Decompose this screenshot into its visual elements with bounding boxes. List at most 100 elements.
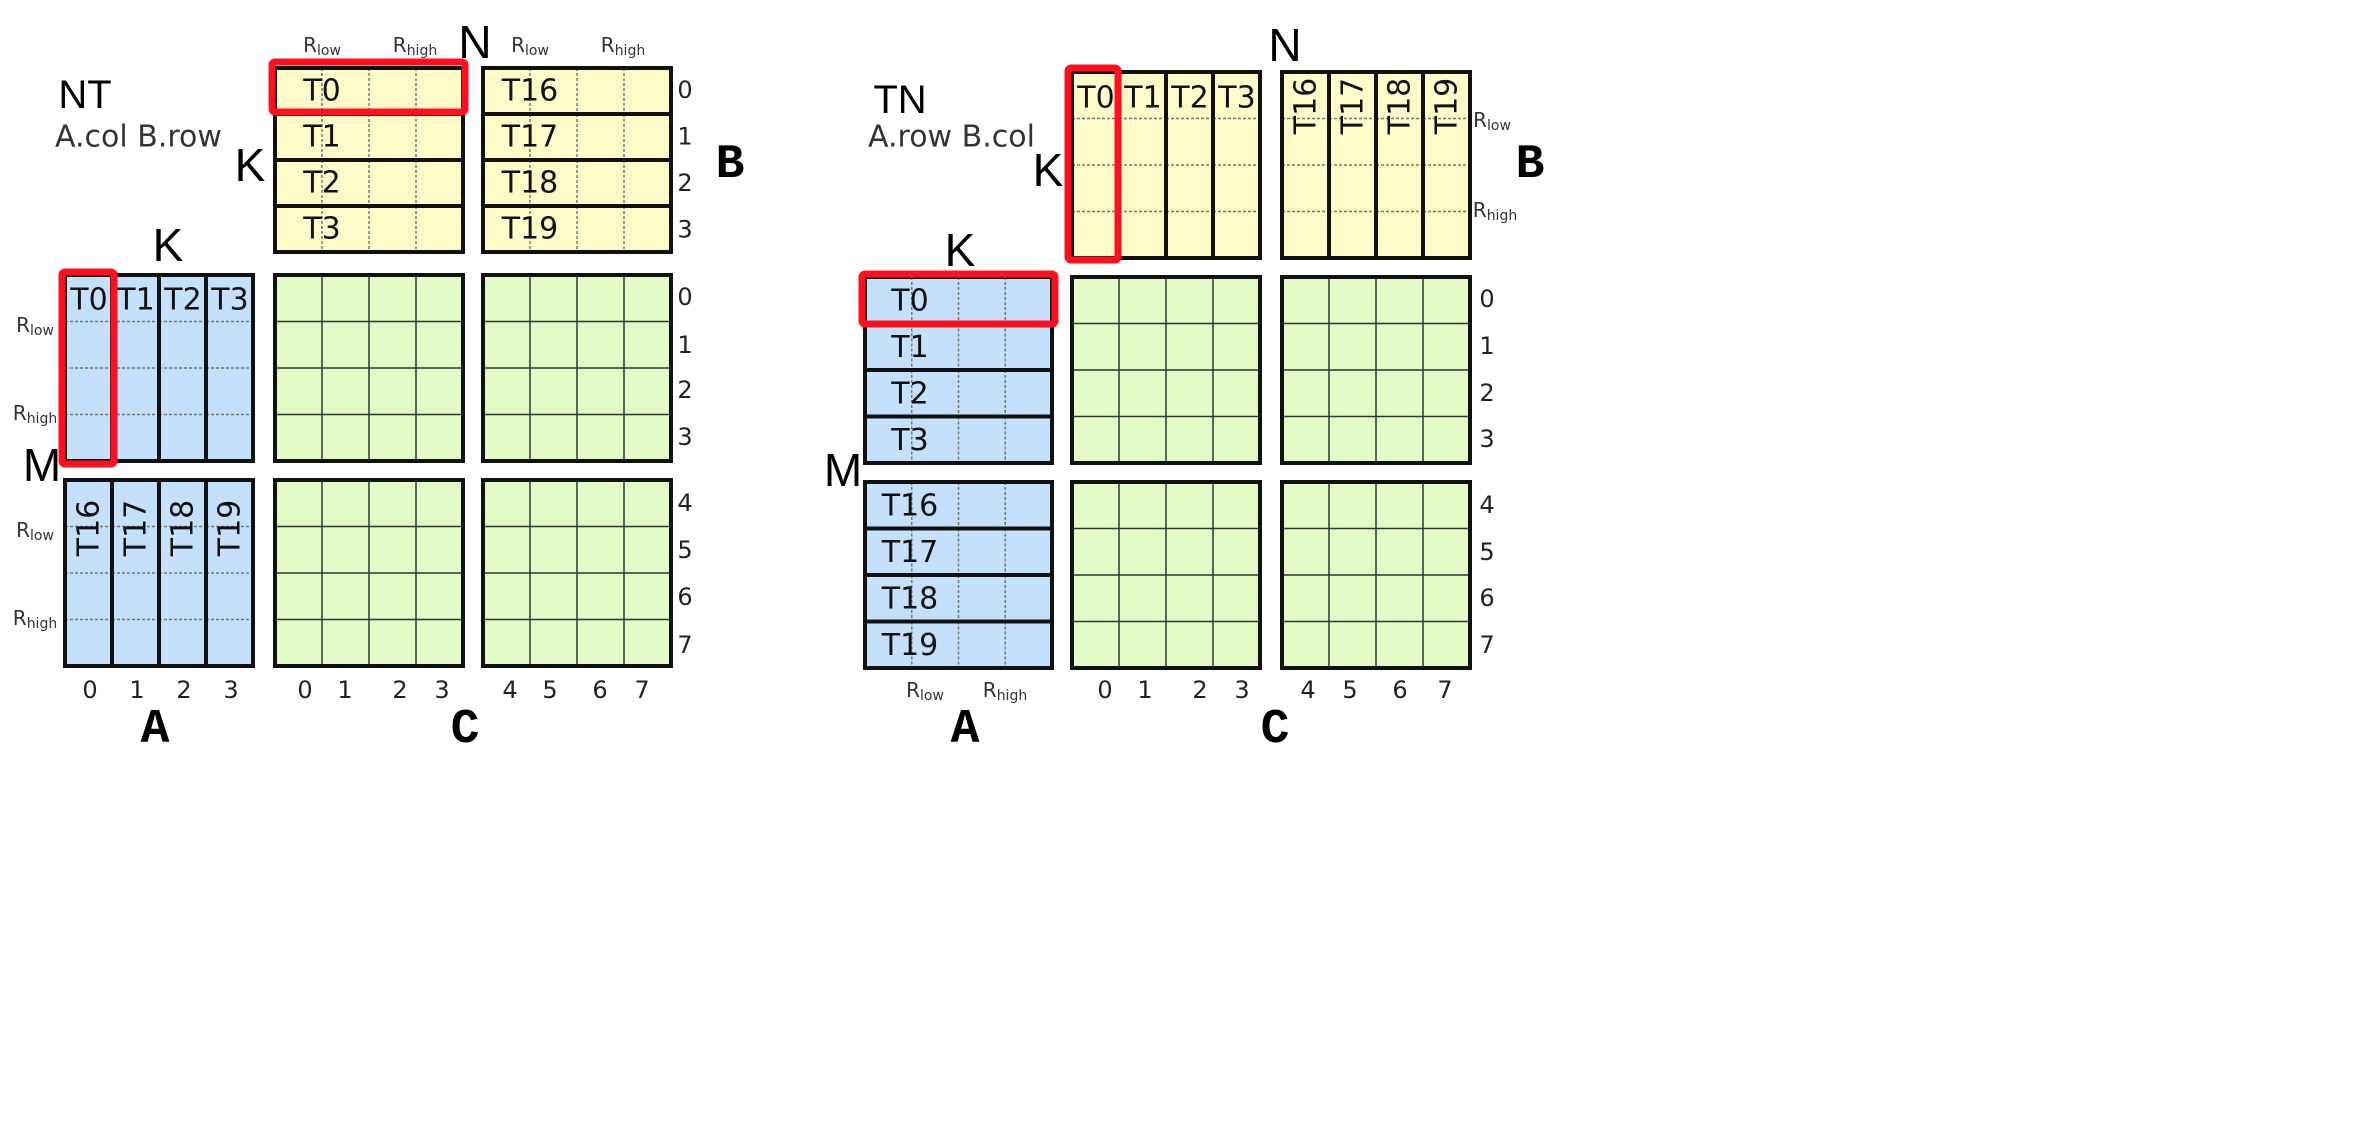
c-block-border bbox=[481, 273, 673, 463]
a-tile-column: T0 bbox=[63, 273, 114, 463]
c-col-index: 1 bbox=[1137, 676, 1152, 704]
matrix-a-label: A bbox=[141, 703, 170, 757]
range-high-label: Rhigh bbox=[1473, 198, 1517, 224]
a-highlight-box bbox=[58, 268, 118, 468]
b-tile-column: T3 bbox=[1211, 70, 1262, 260]
c-block bbox=[1280, 480, 1472, 670]
b-tile-label: T1 bbox=[302, 120, 340, 155]
a-tile-column: T1 bbox=[110, 273, 161, 463]
c-row-index: 4 bbox=[677, 489, 692, 517]
dim-m-label: M bbox=[824, 444, 862, 496]
a-tile-label: T17 bbox=[881, 535, 939, 570]
c-block bbox=[1280, 275, 1472, 465]
a-tile-label: T0 bbox=[890, 284, 928, 319]
range-low-label: Rlow bbox=[303, 33, 341, 59]
a-tile-row: T2 bbox=[863, 368, 1054, 419]
a-tile-row: T17 bbox=[863, 526, 1054, 577]
b-tile-label: T16 bbox=[1289, 78, 1324, 136]
b-tile-label: T17 bbox=[501, 120, 559, 155]
range-label-base: R bbox=[906, 678, 920, 702]
range-label-base: R bbox=[393, 33, 407, 57]
b-block: T0 T1 T2 T3 bbox=[273, 66, 465, 254]
a-tile-row: T3 bbox=[863, 414, 1054, 465]
range-label-sub: low bbox=[525, 43, 549, 59]
b-tile-row: T1 bbox=[273, 112, 465, 162]
c-col-index: 3 bbox=[434, 676, 449, 704]
b-tile-label: T18 bbox=[1383, 78, 1418, 136]
a-col-index: 1 bbox=[129, 676, 144, 704]
range-label-base: R bbox=[13, 606, 27, 630]
c-row-index: 4 bbox=[1479, 491, 1494, 519]
a-block: T0 T1 T2 T3 bbox=[63, 273, 255, 463]
c-row-index: 3 bbox=[1479, 425, 1494, 453]
a-tile-label: T1 bbox=[116, 283, 154, 318]
b-row-index: 1 bbox=[677, 123, 692, 151]
a-col-index: 3 bbox=[223, 676, 238, 704]
c-row-index: 7 bbox=[677, 631, 692, 659]
c-row-index: 0 bbox=[1479, 285, 1494, 313]
b-tile-row: T2 bbox=[273, 158, 465, 208]
b-tile-border bbox=[481, 204, 673, 254]
range-label-base: R bbox=[1473, 108, 1487, 132]
c-block-border bbox=[273, 273, 465, 463]
c-col-index: 5 bbox=[542, 676, 557, 704]
range-label-base: R bbox=[511, 33, 525, 57]
range-label-base: R bbox=[16, 313, 30, 337]
c-row-index: 7 bbox=[1479, 631, 1494, 659]
c-block bbox=[1070, 480, 1262, 670]
range-label-sub: low bbox=[30, 528, 54, 544]
c-col-index: 0 bbox=[297, 676, 312, 704]
b-tile-label: T2 bbox=[302, 166, 340, 201]
c-block bbox=[1070, 275, 1262, 465]
c-block-border bbox=[481, 478, 673, 668]
range-label-sub: low bbox=[920, 688, 944, 704]
b-tile-label: T1 bbox=[1123, 81, 1161, 116]
c-block-border bbox=[1280, 275, 1472, 465]
c-col-index: 6 bbox=[592, 676, 607, 704]
c-block bbox=[273, 273, 465, 463]
a-tile-label: T3 bbox=[210, 283, 248, 318]
c-block bbox=[481, 273, 673, 463]
a-tile-row: T18 bbox=[863, 573, 1054, 624]
b-tile-column: T18 bbox=[1374, 70, 1425, 260]
a-tile-label: T17 bbox=[119, 500, 154, 558]
c-col-index: 1 bbox=[337, 676, 352, 704]
a-tile-label: T3 bbox=[890, 423, 928, 458]
matrix-b-label: B bbox=[1516, 138, 1545, 192]
c-col-index: 4 bbox=[502, 676, 517, 704]
range-label-base: R bbox=[303, 33, 317, 57]
range-label-base: R bbox=[1473, 198, 1487, 222]
a-highlight-box bbox=[858, 270, 1059, 328]
layout-caption: A.col B.row bbox=[55, 120, 222, 155]
a-tile-label: T19 bbox=[881, 628, 939, 663]
a-tile-border bbox=[204, 478, 255, 668]
b-tile-column: T17 bbox=[1327, 70, 1378, 260]
a-col-index: 2 bbox=[176, 676, 191, 704]
a-tile-label: T18 bbox=[166, 500, 201, 558]
c-col-index: 2 bbox=[392, 676, 407, 704]
b-tile-label: T3 bbox=[302, 212, 340, 247]
b-tile-row: T17 bbox=[481, 112, 673, 162]
range-high-label: Rhigh bbox=[13, 401, 57, 427]
mode-title: TN bbox=[873, 78, 926, 122]
b-tile-label: T19 bbox=[501, 212, 559, 247]
b-row-index: 0 bbox=[677, 76, 692, 104]
matrix-b-label: B bbox=[716, 138, 745, 192]
a-tile-row: T0 bbox=[863, 275, 1054, 326]
range-label-sub: high bbox=[997, 688, 1028, 704]
a-tile-column: T18 bbox=[157, 478, 208, 668]
c-row-index: 6 bbox=[677, 583, 692, 611]
range-label-sub: high bbox=[27, 616, 58, 632]
c-col-index: 7 bbox=[634, 676, 649, 704]
a-tile-label: T18 bbox=[881, 582, 939, 617]
a-tile-column: T3 bbox=[204, 273, 255, 463]
range-low-label: Rlow bbox=[906, 678, 944, 704]
b-highlight-box bbox=[268, 58, 469, 116]
range-low-label: Rlow bbox=[511, 33, 549, 59]
range-low-label: Rlow bbox=[1473, 108, 1511, 134]
c-row-index: 6 bbox=[1479, 584, 1494, 612]
b-tile-label: T0 bbox=[1076, 81, 1114, 116]
c-row-index: 3 bbox=[677, 423, 692, 451]
c-block bbox=[481, 478, 673, 668]
